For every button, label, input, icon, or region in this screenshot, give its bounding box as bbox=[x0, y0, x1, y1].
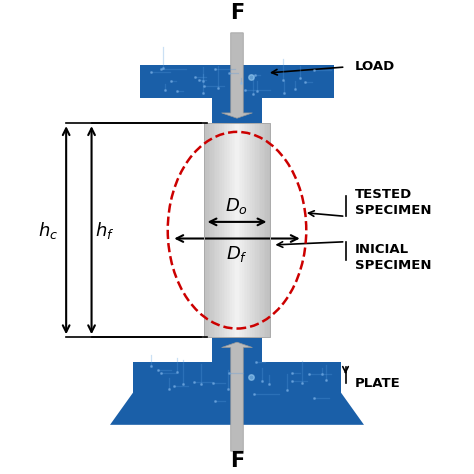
Polygon shape bbox=[230, 123, 232, 337]
Text: INICIAL
SPECIMEN: INICIAL SPECIMEN bbox=[355, 244, 431, 273]
Polygon shape bbox=[110, 392, 364, 425]
Text: LOAD: LOAD bbox=[355, 61, 395, 73]
Polygon shape bbox=[252, 123, 254, 337]
Polygon shape bbox=[228, 123, 230, 337]
Polygon shape bbox=[225, 123, 227, 337]
Polygon shape bbox=[232, 123, 234, 337]
Polygon shape bbox=[211, 337, 263, 363]
Polygon shape bbox=[214, 123, 215, 337]
Text: $D_f$: $D_f$ bbox=[226, 244, 248, 264]
Polygon shape bbox=[246, 123, 247, 337]
Polygon shape bbox=[237, 123, 239, 337]
Text: F: F bbox=[230, 450, 244, 471]
Polygon shape bbox=[217, 123, 219, 337]
Polygon shape bbox=[240, 123, 242, 337]
Polygon shape bbox=[235, 123, 237, 337]
Polygon shape bbox=[140, 64, 334, 98]
Polygon shape bbox=[210, 123, 212, 337]
Polygon shape bbox=[250, 123, 252, 337]
Text: $h_f$: $h_f$ bbox=[95, 220, 115, 241]
Polygon shape bbox=[242, 123, 244, 337]
Polygon shape bbox=[133, 363, 341, 392]
Polygon shape bbox=[209, 123, 210, 337]
Polygon shape bbox=[234, 123, 235, 337]
Polygon shape bbox=[215, 123, 217, 337]
Polygon shape bbox=[212, 123, 214, 337]
Polygon shape bbox=[204, 123, 205, 337]
Polygon shape bbox=[244, 123, 246, 337]
Polygon shape bbox=[207, 123, 209, 337]
Text: $D_o$: $D_o$ bbox=[226, 196, 248, 216]
Polygon shape bbox=[267, 123, 269, 337]
Polygon shape bbox=[224, 123, 225, 337]
Polygon shape bbox=[260, 123, 262, 337]
Polygon shape bbox=[269, 123, 270, 337]
Polygon shape bbox=[264, 123, 265, 337]
Polygon shape bbox=[227, 123, 228, 337]
Polygon shape bbox=[220, 123, 222, 337]
Polygon shape bbox=[211, 98, 263, 123]
Polygon shape bbox=[265, 123, 267, 337]
Polygon shape bbox=[255, 123, 257, 337]
Polygon shape bbox=[249, 123, 250, 337]
Polygon shape bbox=[257, 123, 259, 337]
Polygon shape bbox=[205, 123, 207, 337]
Text: $h_c$: $h_c$ bbox=[37, 220, 58, 241]
Polygon shape bbox=[262, 123, 264, 337]
Polygon shape bbox=[259, 123, 260, 337]
Text: F: F bbox=[230, 3, 244, 23]
Polygon shape bbox=[219, 123, 220, 337]
Text: PLATE: PLATE bbox=[355, 377, 401, 390]
Polygon shape bbox=[247, 123, 249, 337]
Polygon shape bbox=[239, 123, 240, 337]
Text: TESTED
SPECIMEN: TESTED SPECIMEN bbox=[355, 188, 431, 217]
Polygon shape bbox=[222, 123, 224, 337]
Polygon shape bbox=[254, 123, 255, 337]
